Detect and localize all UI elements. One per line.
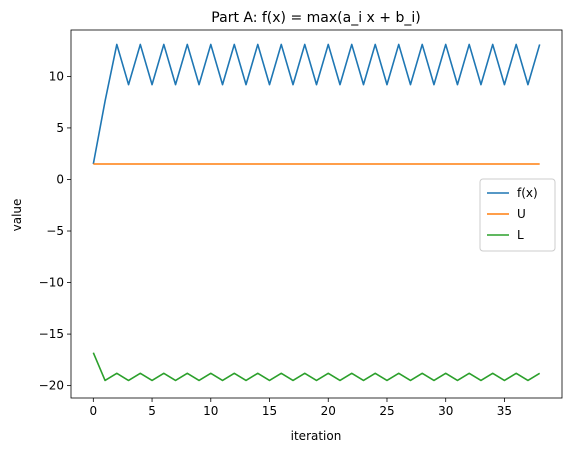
x-tick-label: 10 [203,404,218,418]
y-tick-label: −5 [46,224,64,238]
y-axis-label: value [10,199,24,232]
x-tick-label: 30 [438,404,453,418]
legend-label: U [517,207,526,221]
plot-frame [70,29,563,399]
x-tick-label: 15 [262,404,277,418]
x-tick-label: 0 [89,404,97,418]
y-tick-label: −10 [39,276,64,290]
y-tick-label: 10 [49,69,64,83]
x-tick-label: 5 [148,404,156,418]
y-tick-label: −20 [39,379,64,393]
legend: f(x) UL [479,178,556,252]
series-line-2 [92,352,541,382]
legend-label: L [517,228,524,242]
legend-box [479,178,556,252]
x-tick-label: 25 [379,404,394,418]
x-tick-label: 20 [321,404,336,418]
y-tick-label: −15 [39,327,64,341]
chart-title: Part A: f(x) = max(a_i x + b_i) [211,10,420,26]
y-tick-label: 5 [56,121,64,135]
x-axis-label: iteration [291,429,342,443]
x-axis: 0 5 10 15 20 25 30 35 [89,398,512,418]
x-tick-label: 35 [497,404,512,418]
series-line-0 [92,43,541,165]
legend-label: f(x) [517,186,538,200]
y-axis: −20 −15 −10 −5 0 5 10 [39,69,71,393]
plot-lines [92,43,541,382]
y-tick-label: 0 [56,172,64,186]
